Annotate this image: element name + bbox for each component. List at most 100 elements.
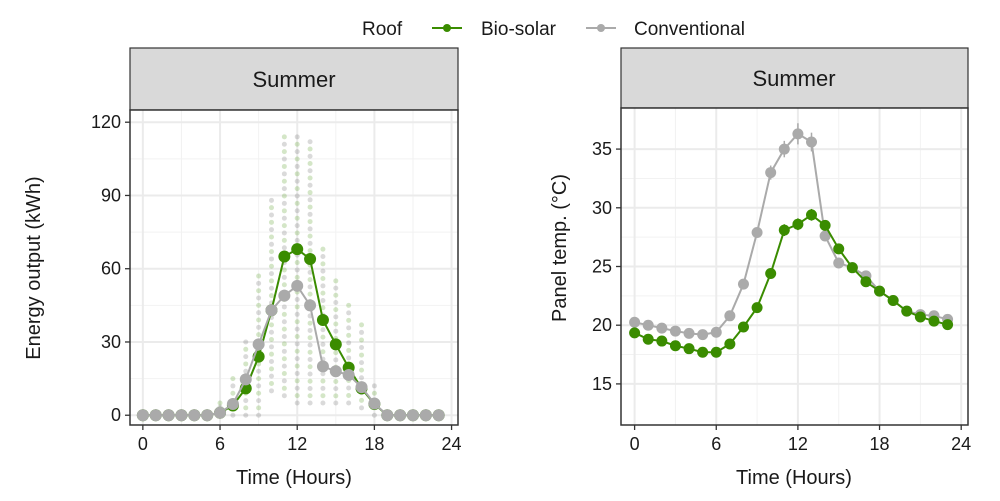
data-point-conventional — [239, 373, 252, 386]
raw-observation-point — [243, 361, 249, 367]
raw-observation-point — [268, 263, 274, 269]
raw-observation-point — [268, 388, 274, 394]
raw-observation-point — [281, 193, 287, 199]
raw-observation-point — [346, 332, 352, 338]
raw-observation-point — [268, 359, 274, 365]
data-point-bio-solar — [329, 338, 342, 351]
raw-observation-point — [281, 171, 287, 177]
raw-observation-point — [320, 275, 326, 281]
raw-observation-point — [268, 271, 274, 277]
raw-observation-point — [230, 383, 236, 389]
panel-border — [129, 109, 459, 426]
data-point-conventional — [833, 257, 845, 269]
raw-observation-point — [281, 311, 287, 317]
raw-observation-point — [281, 326, 287, 332]
data-point-bio-solar — [778, 224, 790, 236]
data-point-bio-solar — [874, 285, 886, 297]
raw-observation-point — [281, 341, 287, 347]
plot-background — [130, 110, 458, 425]
raw-observation-point — [294, 319, 300, 325]
data-point-conventional — [355, 381, 368, 394]
raw-observation-point — [268, 366, 274, 372]
raw-observation-point — [268, 197, 274, 203]
data-point-conventional — [642, 319, 654, 331]
data-point-bio-solar — [942, 319, 954, 331]
raw-observation-point — [256, 324, 262, 330]
raw-observation-point — [371, 390, 377, 396]
x-tick-label: 6 — [215, 434, 225, 454]
data-point-conventional — [188, 409, 201, 422]
raw-observation-point — [307, 335, 313, 341]
raw-observation-point — [294, 333, 300, 339]
data-point-bio-solar — [914, 311, 926, 323]
raw-observation-point — [281, 363, 287, 369]
raw-observation-point — [281, 223, 287, 229]
raw-observation-point — [294, 178, 300, 184]
data-point-bio-solar — [724, 338, 736, 350]
raw-observation-point — [281, 378, 287, 384]
raw-observation-point — [294, 237, 300, 243]
raw-observation-point — [294, 356, 300, 362]
raw-observation-point — [256, 383, 262, 389]
x-axis-title: Time (Hours) — [236, 467, 352, 489]
data-point-bio-solar — [846, 262, 858, 274]
raw-observation-point — [256, 302, 262, 308]
raw-observation-point — [333, 357, 339, 363]
data-point-conventional — [265, 304, 278, 317]
raw-observation-point — [281, 245, 287, 251]
raw-observation-point — [281, 356, 287, 362]
raw-observation-point — [359, 360, 365, 366]
x-tick-label: 12 — [287, 434, 307, 454]
raw-observation-point — [268, 241, 274, 247]
raw-observation-point — [346, 400, 352, 406]
energy-panel: Summer 0 6 12 18 24 0 30 60 90 120 Time (Hours) E… — [23, 47, 462, 489]
raw-observation-point — [268, 351, 274, 357]
raw-observation-point — [281, 237, 287, 243]
raw-observation-point — [307, 277, 313, 283]
raw-observation-point — [307, 153, 313, 159]
data-point-conventional — [162, 409, 175, 422]
raw-observation-point — [333, 321, 339, 327]
raw-observation-point — [294, 385, 300, 391]
raw-observation-point — [307, 393, 313, 399]
y-tick-label: 20 — [592, 315, 612, 335]
y-axis-title: Panel temp. (°C) — [549, 174, 571, 322]
raw-observation-point — [294, 171, 300, 177]
raw-observation-point — [333, 299, 339, 305]
raw-observation-point — [294, 304, 300, 310]
data-point-conventional — [710, 326, 722, 338]
data-point-conventional — [226, 398, 239, 410]
raw-observation-point — [268, 293, 274, 299]
data-point-conventional — [381, 409, 394, 422]
raw-observation-point — [294, 223, 300, 229]
raw-observation-point — [256, 317, 262, 323]
raw-observation-point — [281, 385, 287, 391]
raw-observation-point — [294, 186, 300, 192]
raw-observation-point — [307, 320, 313, 326]
raw-observation-point — [320, 349, 326, 355]
raw-observation-point — [281, 208, 287, 214]
raw-observation-point — [268, 278, 274, 284]
y-tick-label: 30 — [101, 332, 121, 352]
raw-observation-point — [243, 398, 249, 404]
raw-observation-point — [307, 146, 313, 152]
data-point-bio-solar — [833, 243, 845, 255]
raw-observation-point — [320, 246, 326, 252]
raw-observation-point — [333, 328, 339, 334]
raw-observation-point — [294, 370, 300, 376]
raw-observation-point — [320, 385, 326, 391]
raw-observation-point — [307, 161, 313, 167]
y-tick-label: 120 — [91, 112, 121, 132]
y-tick-label: 0 — [111, 405, 121, 425]
raw-observation-point — [307, 342, 313, 348]
raw-observation-point — [281, 149, 287, 155]
x-tick-label: 0 — [138, 434, 148, 454]
raw-observation-point — [320, 297, 326, 303]
raw-observation-point — [320, 393, 326, 399]
raw-observation-point — [281, 348, 287, 354]
raw-observation-point — [268, 337, 274, 343]
raw-observation-point — [307, 240, 313, 246]
data-point-conventional — [778, 143, 790, 155]
raw-observation-point — [243, 346, 249, 352]
y-tick-label: 30 — [592, 198, 612, 218]
